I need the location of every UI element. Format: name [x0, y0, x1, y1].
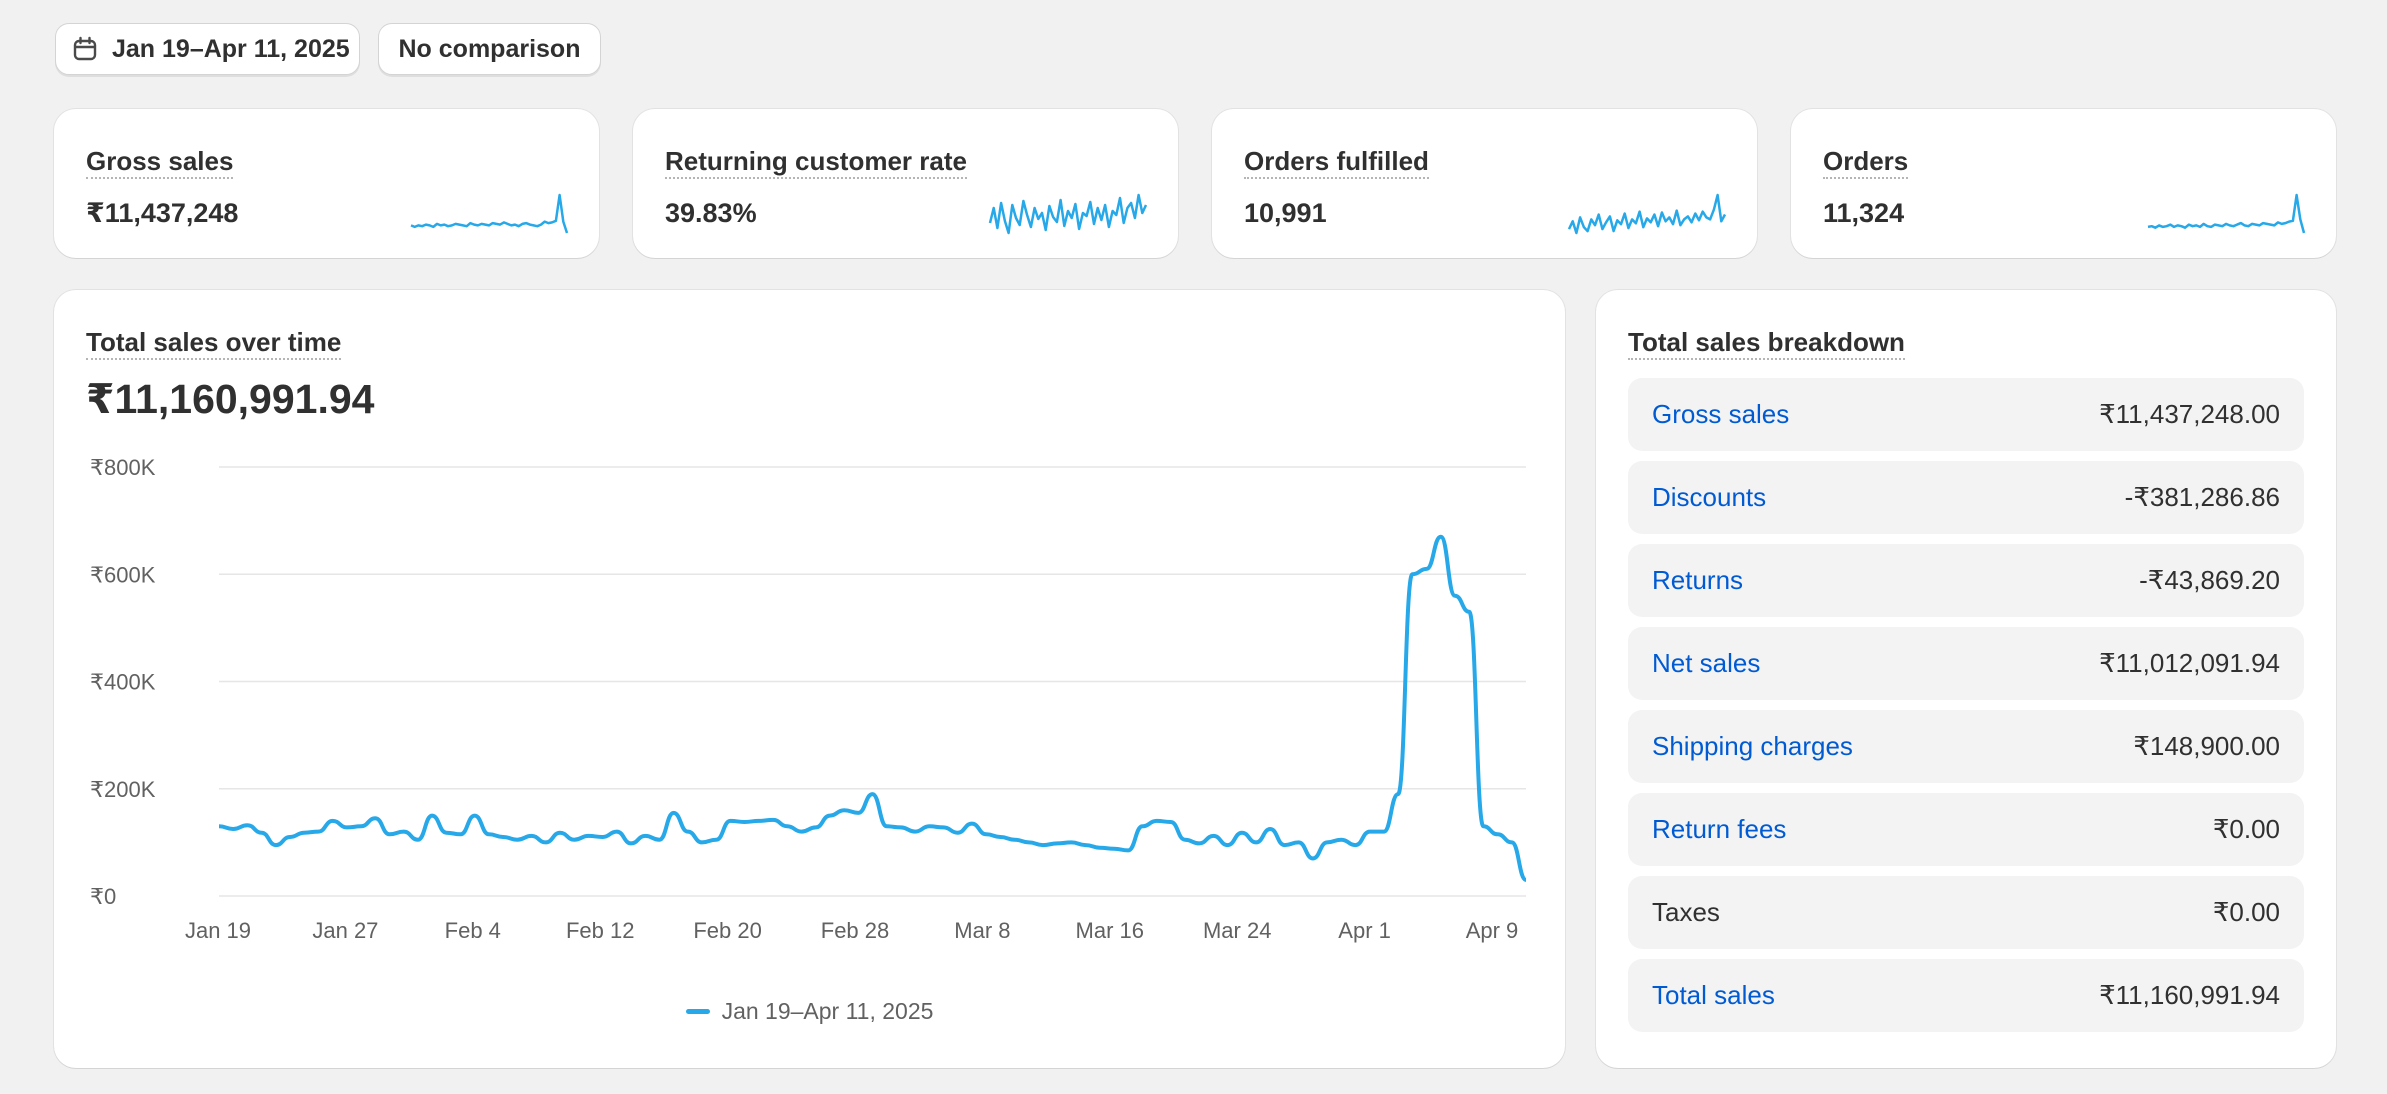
- metric-label[interactable]: Orders fulfilled: [1244, 147, 1429, 179]
- sparkline-series: [988, 193, 1148, 235]
- sparkline: [410, 193, 569, 234]
- metric-value: 10,991: [1244, 198, 1327, 228]
- calendar-icon: [73, 36, 97, 61]
- sparkline-series: [410, 193, 569, 234]
- y-tick-label: ₹0: [90, 884, 116, 909]
- breakdown-value: ₹0.00: [2212, 814, 2280, 844]
- sales-over-time-card: ₹0 ₹200K ₹400K ₹600K ₹800K Jan 19 Jan 27 Feb 4 F…: [54, 290, 1565, 1068]
- breakdown-label[interactable]: Total sales: [1652, 980, 1775, 1010]
- metric-card-orders-fulfilled[interactable]: Orders fulfilled 10,991: [1212, 109, 1757, 258]
- date-range-label: Jan 19–Apr 11, 2025: [112, 34, 350, 63]
- breakdown-value: -₹43,869.20: [2139, 565, 2280, 595]
- breakdown-value: ₹11,437,248.00: [2099, 399, 2280, 429]
- breakdown-row-returns[interactable]: Returns -₹43,869.20: [1628, 544, 2304, 617]
- metric-label[interactable]: Gross sales: [86, 147, 234, 179]
- metric-value: ₹11,437,248: [86, 198, 239, 228]
- y-tick-label: ₹800K: [90, 455, 156, 480]
- breakdown-label[interactable]: Discounts: [1652, 482, 1767, 512]
- metric-value: 11,324: [1823, 198, 1905, 228]
- breakdown-value: ₹0.00: [2212, 897, 2280, 927]
- chart-legend[interactable]: Jan 19–Apr 11, 2025: [54, 998, 1565, 1025]
- breakdown-row-total-sales[interactable]: Total sales ₹11,160,991.94: [1628, 959, 2304, 1032]
- x-tick-label: Feb 4: [445, 918, 501, 943]
- y-tick-label: ₹200K: [90, 777, 156, 802]
- x-tick-label: Mar 8: [954, 918, 1010, 943]
- metric-label[interactable]: Returning customer rate: [665, 147, 967, 179]
- breakdown-title[interactable]: Total sales breakdown: [1628, 328, 1905, 360]
- x-tick-label: Apr 1: [1338, 918, 1391, 943]
- breakdown-label[interactable]: Shipping charges: [1652, 731, 1853, 761]
- x-tick-label: Mar 24: [1203, 918, 1271, 943]
- metric-value: 39.83%: [665, 198, 757, 228]
- breakdown-row-discounts[interactable]: Discounts -₹381,286.86: [1628, 461, 2304, 534]
- chart-total-value: ₹11,160,991.94: [86, 376, 375, 422]
- sparkline-series: [2147, 193, 2306, 234]
- breakdown-row-taxes: Taxes ₹0.00: [1628, 876, 2304, 949]
- x-tick-label: Apr 9: [1466, 918, 1519, 943]
- y-tick-label: ₹400K: [90, 670, 156, 695]
- comparison-button[interactable]: No comparison: [378, 23, 601, 75]
- breakdown-label[interactable]: Return fees: [1652, 814, 1787, 844]
- x-tick-label: Feb 28: [821, 918, 890, 943]
- breakdown-label[interactable]: Net sales: [1652, 648, 1761, 678]
- breakdown-row-shipping-charges[interactable]: Shipping charges ₹148,900.00: [1628, 710, 2304, 783]
- chart-title[interactable]: Total sales over time: [86, 328, 342, 360]
- breakdown-label[interactable]: Returns: [1652, 565, 1744, 595]
- y-tick-label: ₹600K: [90, 562, 156, 587]
- comparison-label: No comparison: [398, 34, 581, 63]
- sparkline: [2147, 193, 2306, 234]
- metric-card-orders[interactable]: Orders 11,324: [1791, 109, 2336, 258]
- breakdown-row-gross-sales[interactable]: Gross sales ₹11,437,248.00: [1628, 378, 2304, 451]
- breakdown-value: ₹148,900.00: [2133, 731, 2280, 761]
- metric-label[interactable]: Orders: [1823, 147, 1909, 179]
- sales-breakdown-card: Total sales breakdown Gross sales ₹11,43…: [1596, 290, 2336, 1068]
- legend-swatch: [685, 1009, 710, 1014]
- breakdown-value: ₹11,012,091.94: [2099, 648, 2280, 678]
- breakdown-row-net-sales[interactable]: Net sales ₹11,012,091.94: [1628, 627, 2304, 700]
- breakdown-value: -₹381,286.86: [2124, 482, 2280, 512]
- breakdown-label[interactable]: Gross sales: [1652, 399, 1790, 429]
- breakdown-value: ₹11,160,991.94: [2099, 980, 2280, 1010]
- x-tick-label: Mar 16: [1076, 918, 1144, 943]
- metric-card-returning-customer-rate[interactable]: Returning customer rate 39.83%: [633, 109, 1178, 258]
- x-tick-label: Feb 20: [693, 918, 762, 943]
- legend-label: Jan 19–Apr 11, 2025: [721, 998, 934, 1024]
- breakdown-label: Taxes: [1652, 897, 1720, 927]
- sparkline: [1567, 193, 1727, 235]
- x-tick-label: Feb 12: [566, 918, 635, 943]
- sparkline: [988, 193, 1148, 235]
- x-tick-label: Jan 27: [312, 918, 378, 943]
- breakdown-row-return-fees[interactable]: Return fees ₹0.00: [1628, 793, 2304, 866]
- x-tick-label: Jan 19: [185, 918, 251, 943]
- sparkline-series: [1567, 193, 1727, 235]
- sales-series-line: [218, 534, 1528, 882]
- metric-card-gross-sales[interactable]: Gross sales ₹11,437,248: [54, 109, 599, 258]
- sales-line-chart[interactable]: ₹0 ₹200K ₹400K ₹600K ₹800K Jan 19 Jan 27 Feb 4 F…: [54, 290, 1565, 990]
- date-range-button[interactable]: Jan 19–Apr 11, 2025: [55, 23, 360, 75]
